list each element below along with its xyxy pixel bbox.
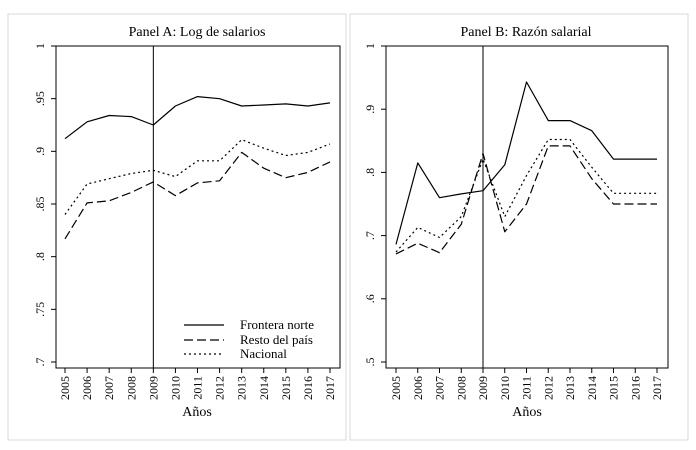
x-tick-label: 2008 <box>124 376 138 400</box>
x-tick-label: 2015 <box>279 376 293 400</box>
x-tick-label: 2007 <box>433 376 447 400</box>
x-tick-label: 2013 <box>235 376 249 400</box>
x-tick-label: 2005 <box>389 376 403 400</box>
panel-a-x-axis-title: Años <box>182 405 212 420</box>
x-tick-label: 2006 <box>411 376 425 400</box>
x-tick-label: 2011 <box>520 376 534 400</box>
y-tick-label: .6 <box>363 294 377 303</box>
y-tick-label: .8 <box>363 168 377 177</box>
panel-b: Panel B: Razón salarial .5 .6 .7 .8 .9 1 2005… <box>349 13 689 441</box>
x-tick-label: 2011 <box>191 376 205 400</box>
y-tick-label: .75 <box>33 302 47 317</box>
panel-a: Panel A: Log de salarios .7 .75 .8 .85 .9 .95… <box>7 13 347 441</box>
legend-label-frontera-norte: Frontera norte <box>240 317 314 332</box>
panel-a-y-axis: .7 .75 .8 .85 .9 .95 1 <box>33 43 56 367</box>
x-tick-label: 2009 <box>146 376 160 400</box>
series-line-nacional <box>64 139 331 215</box>
x-tick-label: 2005 <box>58 376 72 400</box>
x-tick-label: 2012 <box>213 376 227 400</box>
x-tick-label: 2010 <box>498 376 512 400</box>
x-tick-label: 2008 <box>454 376 468 400</box>
x-tick-label: 2016 <box>628 376 642 400</box>
series-line-resto-del-pais <box>395 145 657 255</box>
y-tick-label: .7 <box>363 231 377 240</box>
series-line-nacional <box>395 138 657 253</box>
series-line-resto-del-pais <box>64 151 331 240</box>
y-tick-label: 1 <box>33 43 47 49</box>
panel-b-x-axis: 2005 2006 2007 2008 2009 2010 2011 2012 2013 2014… <box>389 368 664 400</box>
panel-a-series <box>64 46 331 368</box>
x-tick-label: 2017 <box>323 376 337 400</box>
y-tick-label: .7 <box>33 358 47 367</box>
x-tick-label: 2014 <box>257 376 271 400</box>
x-tick-label: 2015 <box>607 376 621 400</box>
panel-b-frame <box>349 13 689 441</box>
y-tick-label: .9 <box>33 147 47 156</box>
y-tick-label: .95 <box>33 91 47 106</box>
panel-a-x-axis: 2005 2006 2007 2008 2009 2010 2011 2012 2013 2014… <box>58 368 337 400</box>
x-tick-label: 2013 <box>563 376 577 400</box>
x-tick-label: 2017 <box>650 376 664 400</box>
series-line-frontera-norte <box>395 81 657 245</box>
x-tick-label: 2016 <box>301 376 315 400</box>
y-tick-label: .5 <box>363 358 377 367</box>
x-tick-label: 2012 <box>541 376 555 400</box>
y-tick-label: .8 <box>33 252 47 261</box>
y-tick-label: .9 <box>363 105 377 114</box>
panel-a-frame <box>7 13 347 441</box>
legend-label-nacional: Nacional <box>240 346 287 361</box>
x-tick-label: 2014 <box>585 376 599 400</box>
legend-label-resto-del-pais: Resto del país <box>240 332 313 347</box>
x-tick-label: 2010 <box>168 376 182 400</box>
panel-b-series <box>395 46 657 368</box>
x-tick-label: 2009 <box>476 376 490 400</box>
panel-b-title: Panel B: Razón salarial <box>460 25 591 40</box>
panel-a-title: Panel A: Log de salarios <box>129 25 266 40</box>
panel-b-y-axis: .5 .6 .7 .8 .9 1 <box>363 43 386 367</box>
x-tick-label: 2006 <box>80 376 94 400</box>
legend: Frontera norte Resto del país Nacional <box>184 317 314 361</box>
panel-b-x-axis-title: Años <box>512 405 542 420</box>
y-tick-label: 1 <box>363 43 377 49</box>
series-line-frontera-norte <box>64 95 331 140</box>
x-tick-label: 2007 <box>102 376 116 400</box>
y-tick-label: .85 <box>33 197 47 212</box>
